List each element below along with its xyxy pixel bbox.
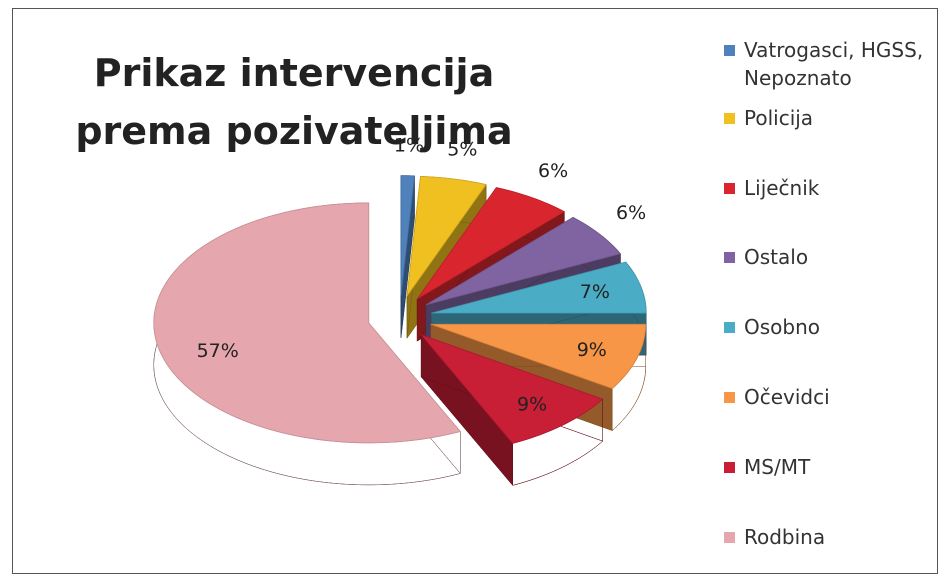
legend-label: Policija xyxy=(744,106,814,130)
legend-swatch xyxy=(724,392,735,403)
slice xyxy=(153,202,462,444)
legend-label: Ostalo xyxy=(744,245,809,269)
legend-item: MS/MT xyxy=(724,453,939,481)
legend-label: Vatrogasci, HGSS, Nepoznato xyxy=(744,38,924,90)
data-label: 9% xyxy=(577,339,607,361)
legend-item: Ostalo xyxy=(724,243,939,271)
legend-swatch xyxy=(724,462,735,473)
chart-frame xyxy=(12,8,938,574)
legend-swatch xyxy=(724,45,735,56)
legend-swatch xyxy=(724,252,735,263)
slice xyxy=(400,175,415,296)
legend-swatch xyxy=(724,183,735,194)
legend-item: Vatrogasci, HGSS, Nepoznato xyxy=(724,36,939,92)
slice xyxy=(416,187,566,300)
slice xyxy=(430,323,647,390)
chart-title: Prikaz intervencija prema pozivateljima xyxy=(75,51,513,153)
slice xyxy=(419,333,604,444)
legend-item: Osobno xyxy=(724,313,939,341)
slice xyxy=(425,216,622,306)
data-label: 7% xyxy=(580,281,610,303)
legend-swatch xyxy=(724,113,735,124)
slice xyxy=(406,175,487,297)
legend-label: MS/MT xyxy=(744,455,811,479)
data-label: 6% xyxy=(538,160,568,182)
slice xyxy=(431,261,647,314)
data-label: 57% xyxy=(197,340,239,362)
legend-label: Rodbina xyxy=(744,525,826,549)
legend-item: Očevidci xyxy=(724,383,939,411)
legend-label: Očevidci xyxy=(744,385,830,409)
legend-label: Liječnik xyxy=(744,176,820,200)
legend-label: Osobno xyxy=(744,315,821,339)
data-label: 1% xyxy=(394,135,424,157)
legend-item: Policija xyxy=(724,104,939,132)
legend-item: Liječnik xyxy=(724,174,939,202)
data-label: 5% xyxy=(447,138,477,160)
data-label: 9% xyxy=(517,394,547,416)
data-label: 6% xyxy=(616,202,646,224)
legend-item: Rodbina xyxy=(724,523,939,551)
legend-swatch xyxy=(724,532,735,543)
legend-swatch xyxy=(724,322,735,333)
